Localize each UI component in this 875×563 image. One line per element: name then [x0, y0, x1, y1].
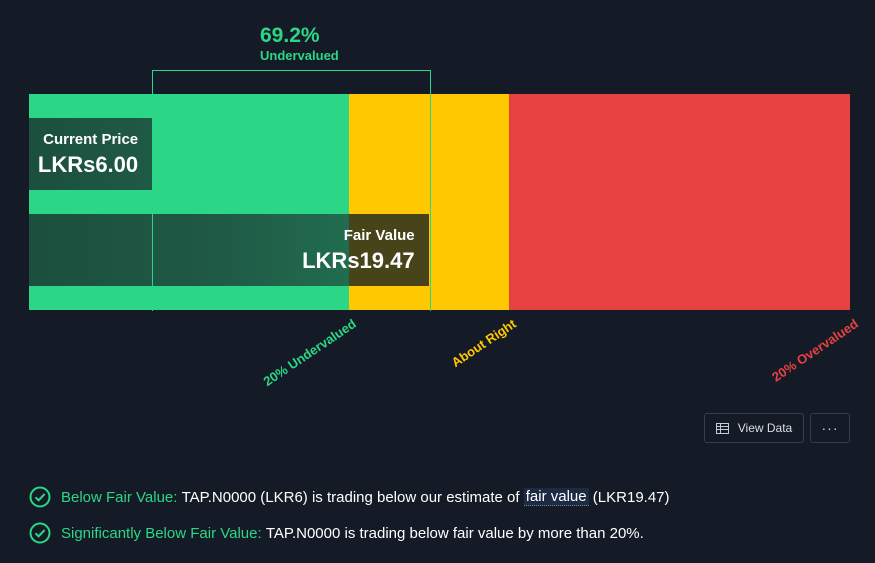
discount-percent: 69.2% — [260, 24, 320, 47]
check-circle-icon — [29, 486, 51, 508]
more-options-button[interactable]: ··· — [810, 413, 850, 443]
check-text: TAP.N0000 (LKR6) is trading below our es… — [181, 488, 520, 506]
check-title: Below Fair Value: — [61, 488, 178, 506]
fair-value-bar — [29, 214, 349, 286]
view-data-label: View Data — [737, 421, 793, 435]
fair-value-label: Fair Value — [343, 227, 415, 244]
fair-value-link[interactable]: fair value — [523, 488, 589, 506]
current-price-label: Current Price — [43, 131, 139, 148]
check-text-end: (LKR19.47) — [592, 488, 670, 506]
zone-2 — [508, 94, 850, 310]
fair-value-bar-overlap — [348, 214, 429, 286]
check-circle-icon — [29, 522, 51, 544]
zone-label-2: 20% Overvalued — [768, 316, 861, 385]
check-text: TAP.N0000 is trading below fair value by… — [265, 524, 644, 542]
zone-label-1: About Right — [448, 316, 519, 371]
discount-label: Undervalued — [260, 48, 339, 63]
check-significantly-below: Significantly Below Fair Value: TAP.N000… — [29, 522, 644, 544]
current-price-text: Current Price LKRs6.00 — [38, 131, 138, 178]
fair-value-value: LKRs19.47 — [302, 248, 415, 273]
fair-value-text: Fair Value LKRs19.47 — [302, 227, 415, 274]
view-data-button[interactable]: View Data — [704, 413, 804, 443]
discount-bracket — [152, 70, 431, 311]
table-icon — [715, 422, 729, 434]
check-below-fair-value: Below Fair Value: TAP.N0000 (LKR6) is tr… — [29, 486, 670, 508]
check-title: Significantly Below Fair Value: — [61, 524, 262, 542]
zone-label-0: 20% Undervalued — [260, 316, 360, 390]
current-price-bar — [29, 118, 153, 190]
current-price-value: LKRs6.00 — [37, 152, 139, 177]
